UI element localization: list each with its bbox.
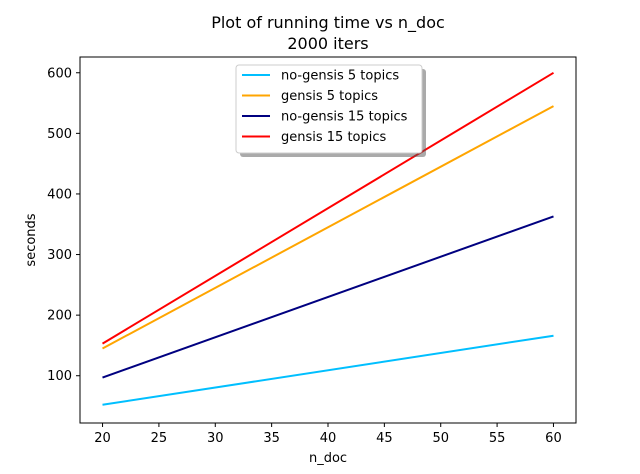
legend-label: gensis 15 topics — [281, 130, 387, 145]
series-line-4 — [101, 71, 555, 345]
series-line-3 — [102, 215, 554, 379]
x-axis-label: n_doc — [309, 451, 347, 466]
y-tick-label: 200 — [47, 309, 72, 324]
y-tick-label: 400 — [47, 187, 72, 202]
series-lines — [101, 71, 555, 406]
x-tick-label: 50 — [432, 431, 449, 446]
x-tick-label: 55 — [489, 431, 506, 446]
x-tick-label: 25 — [151, 431, 168, 446]
x-tick-label: 60 — [545, 431, 562, 446]
y-axis-label: seconds — [24, 213, 39, 266]
y-tick-label: 100 — [47, 369, 72, 384]
legend-label: no-gensis 15 topics — [281, 110, 408, 125]
legend: no-gensis 5 topics gensis 5 topics no-gens… — [235, 64, 426, 157]
y-tick-label: 500 — [47, 127, 72, 142]
x-tick-label: 35 — [263, 431, 280, 446]
y-tick-label: 600 — [47, 66, 72, 81]
y-axis: 100 200 300 400 500 600 — [47, 66, 80, 384]
series-line-1 — [102, 334, 554, 406]
chart-title: Plot of running time vs n_doc — [211, 13, 445, 33]
x-axis: 20 25 30 35 40 45 50 55 60 — [94, 423, 562, 446]
series-line-2 — [102, 105, 554, 350]
legend-label: gensis 5 topics — [281, 89, 378, 104]
x-tick-label: 30 — [207, 431, 224, 446]
legend-label: no-gensis 5 topics — [281, 69, 399, 84]
legend-box — [235, 64, 423, 154]
x-tick-label: 40 — [320, 431, 337, 446]
chart-subtitle: 2000 iters — [287, 34, 368, 53]
legend-items: no-gensis 5 topics gensis 5 topics no-gens… — [242, 69, 408, 145]
x-tick-label: 45 — [376, 431, 393, 446]
y-tick-label: 300 — [47, 248, 72, 263]
x-tick-label: 20 — [94, 431, 111, 446]
